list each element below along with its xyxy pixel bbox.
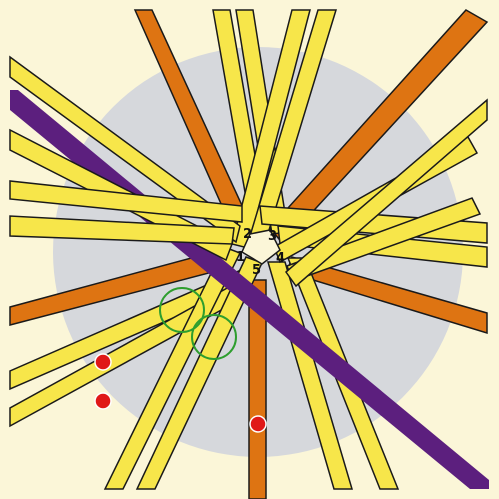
yellow-strip-e-1[interactable] [259, 205, 488, 244]
yellow-strip-w-1[interactable] [9, 180, 243, 223]
strip-number-label: 1 [236, 250, 245, 265]
strip-number-label: 3 [268, 229, 277, 244]
yellow-strip-ene[interactable] [284, 98, 488, 288]
yellow-strip-ssw-1[interactable] [103, 246, 242, 490]
center-pentagon [241, 229, 281, 265]
strip-number-label: 4 [276, 251, 285, 266]
strip-number-label: 2 [243, 227, 252, 242]
red-marker-dot[interactable] [94, 353, 112, 371]
yellow-strip-nw-1[interactable] [9, 55, 241, 244]
highlight-ring[interactable] [191, 314, 237, 360]
yellow-strip-w-2[interactable] [9, 215, 235, 245]
purple-strip[interactable] [10, 90, 489, 489]
highlight-ring[interactable] [159, 287, 205, 333]
red-marker-dot[interactable] [94, 392, 112, 410]
orange-strip-s[interactable] [248, 279, 267, 499]
red-marker-dot[interactable] [249, 415, 267, 433]
strip-number-label: 5 [252, 263, 261, 278]
